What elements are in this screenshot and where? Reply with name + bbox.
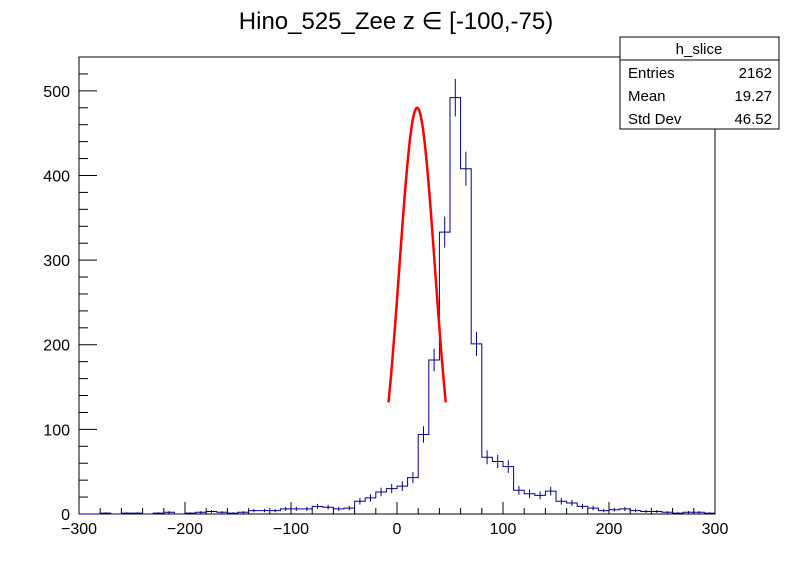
stats-mean-label: Mean <box>628 88 666 105</box>
y-tick-label: 200 <box>43 338 70 355</box>
y-tick-label: 500 <box>43 84 70 101</box>
stats-stddev-value: 46.52 <box>734 111 772 128</box>
y-tick-label: 300 <box>43 253 70 270</box>
histogram-bin <box>503 467 514 514</box>
x-tick-label: −300 <box>61 521 97 538</box>
x-tick-label: 300 <box>702 521 729 538</box>
stats-entries-value: 2162 <box>739 65 772 82</box>
histogram-bin <box>429 360 440 514</box>
histogram-bin <box>492 462 503 514</box>
x-tick-label: −200 <box>167 521 203 538</box>
gaussian-fit-curve <box>387 106 448 403</box>
histogram-bin <box>471 344 482 514</box>
stats-box-name: h_slice <box>676 41 723 58</box>
histogram-bin <box>482 457 493 514</box>
y-tick-label: 100 <box>43 422 70 439</box>
histogram-outline <box>79 97 716 515</box>
histogram-bin <box>461 169 472 514</box>
x-tick-label: 200 <box>596 521 623 538</box>
x-tick-label: 100 <box>490 521 517 538</box>
fit-series <box>387 106 448 403</box>
histogram-bin <box>439 232 450 514</box>
histogram-bin <box>450 98 461 514</box>
y-tick-label: 0 <box>61 507 70 524</box>
stats-stddev-label: Std Dev <box>628 111 682 128</box>
y-tick-label: 400 <box>43 168 70 185</box>
stats-mean-value: 19.27 <box>734 88 772 105</box>
histogram-bin <box>418 434 429 514</box>
x-tick-label: −100 <box>273 521 309 538</box>
stats-entries-label: Entries <box>628 65 675 82</box>
y-axis: 0 100 200 300 400 500 <box>43 56 97 524</box>
x-tick-label: 0 <box>393 521 402 538</box>
stats-box-frame <box>619 36 780 130</box>
stats-box: h_slice Entries 2162 Mean 19.27 Std Dev … <box>619 36 780 130</box>
chart-title: Hino_525_Zee z ∈ [-100,-75) <box>239 8 553 35</box>
histogram-series <box>79 78 716 515</box>
x-axis: −300 −200 −100 0 100 200 300 <box>61 502 728 538</box>
